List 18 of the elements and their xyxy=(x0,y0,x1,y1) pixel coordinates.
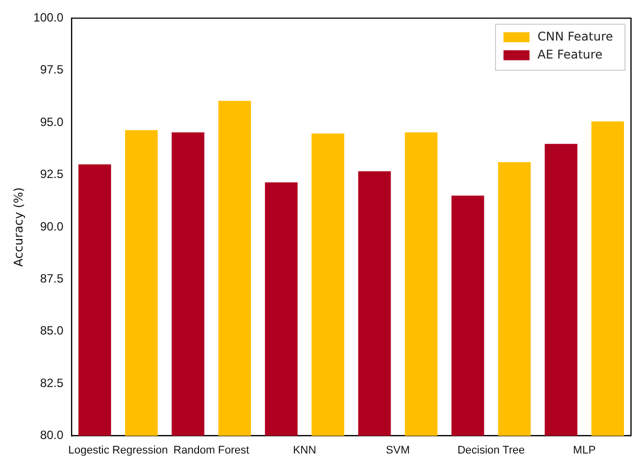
x-tick-label: Decision Tree xyxy=(457,444,525,456)
x-tick-label: Random Forest xyxy=(173,444,250,456)
y-tick-label: 95.0 xyxy=(40,114,64,129)
y-tick-label: 87.5 xyxy=(40,272,64,286)
y-axis-title: Accuracy (%) xyxy=(11,187,26,267)
x-tick-label: SVM xyxy=(386,444,410,456)
x-tick-label: Logestic Regression xyxy=(68,444,168,456)
y-tick-label: 92.5 xyxy=(40,167,64,182)
y-tick-label: 90.0 xyxy=(40,219,64,234)
y-tick-label: 97.5 xyxy=(40,62,64,77)
y-tick-label: 85.0 xyxy=(40,324,64,338)
x-tick-label: MLP xyxy=(573,444,596,456)
y-tick-label: 80.0 xyxy=(40,428,64,442)
x-tick-label: KNN xyxy=(292,444,316,456)
y-tick-label: 100.0 xyxy=(33,10,64,25)
legend-label: AE Feature xyxy=(538,47,602,62)
legend-label: CNN Feature xyxy=(538,29,614,44)
y-tick-label: 82.5 xyxy=(40,376,64,390)
